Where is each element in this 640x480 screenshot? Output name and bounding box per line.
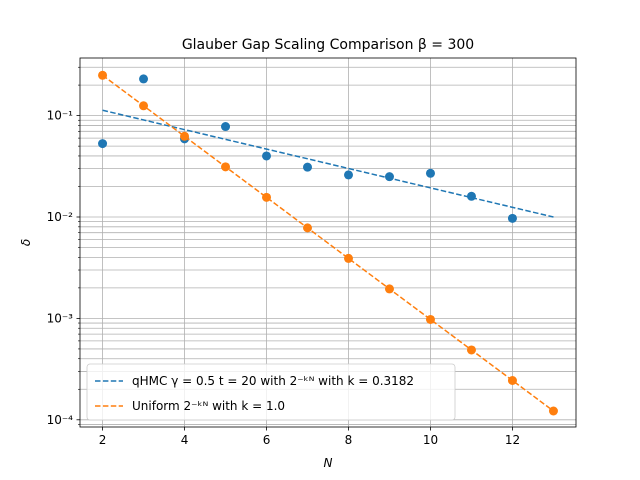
x-tick-label: 12 bbox=[505, 433, 520, 447]
data-point bbox=[507, 213, 517, 223]
legend-label: qHMC γ = 0.5 t = 20 with 2⁻ᵏᴺ with k = 0… bbox=[132, 374, 414, 388]
data-point bbox=[221, 122, 231, 132]
data-point bbox=[98, 139, 108, 149]
data-point bbox=[343, 170, 353, 180]
y-tick-label: 10⁻² bbox=[47, 210, 74, 224]
y-axis-label: δ bbox=[19, 239, 33, 246]
legend: qHMC γ = 0.5 t = 20 with 2⁻ᵏᴺ with k = 0… bbox=[86, 363, 456, 421]
series bbox=[98, 70, 558, 416]
ticks: 2 4 6 8 10 12 10⁻⁴ 10⁻³ 10⁻² 10⁻¹ bbox=[47, 66, 520, 447]
x-tick-label: 6 bbox=[263, 433, 271, 447]
legend-box bbox=[86, 363, 456, 421]
chart-title: Glauber Gap Scaling Comparison β = 300 bbox=[182, 37, 474, 53]
x-axis-label: N bbox=[324, 456, 333, 470]
data-point bbox=[303, 162, 313, 172]
data-point bbox=[384, 172, 394, 182]
y-tick-label: 10⁻¹ bbox=[47, 109, 74, 123]
x-tick-label: 2 bbox=[99, 433, 107, 447]
legend-label: Uniform 2⁻ᵏᴺ with k = 1.0 bbox=[132, 399, 285, 413]
x-tick-label: 10 bbox=[423, 433, 438, 447]
data-point bbox=[425, 168, 435, 178]
data-point bbox=[262, 151, 272, 161]
x-tick-label: 4 bbox=[181, 433, 189, 447]
fit-line-2 bbox=[102, 109, 554, 218]
data-point bbox=[139, 74, 149, 84]
plot-frame bbox=[79, 57, 577, 428]
fit-line-3 bbox=[102, 74, 554, 412]
y-tick-label: 10⁻³ bbox=[47, 311, 74, 325]
x-tick-label: 8 bbox=[345, 433, 353, 447]
y-tick-label: 10⁻⁴ bbox=[47, 413, 74, 427]
